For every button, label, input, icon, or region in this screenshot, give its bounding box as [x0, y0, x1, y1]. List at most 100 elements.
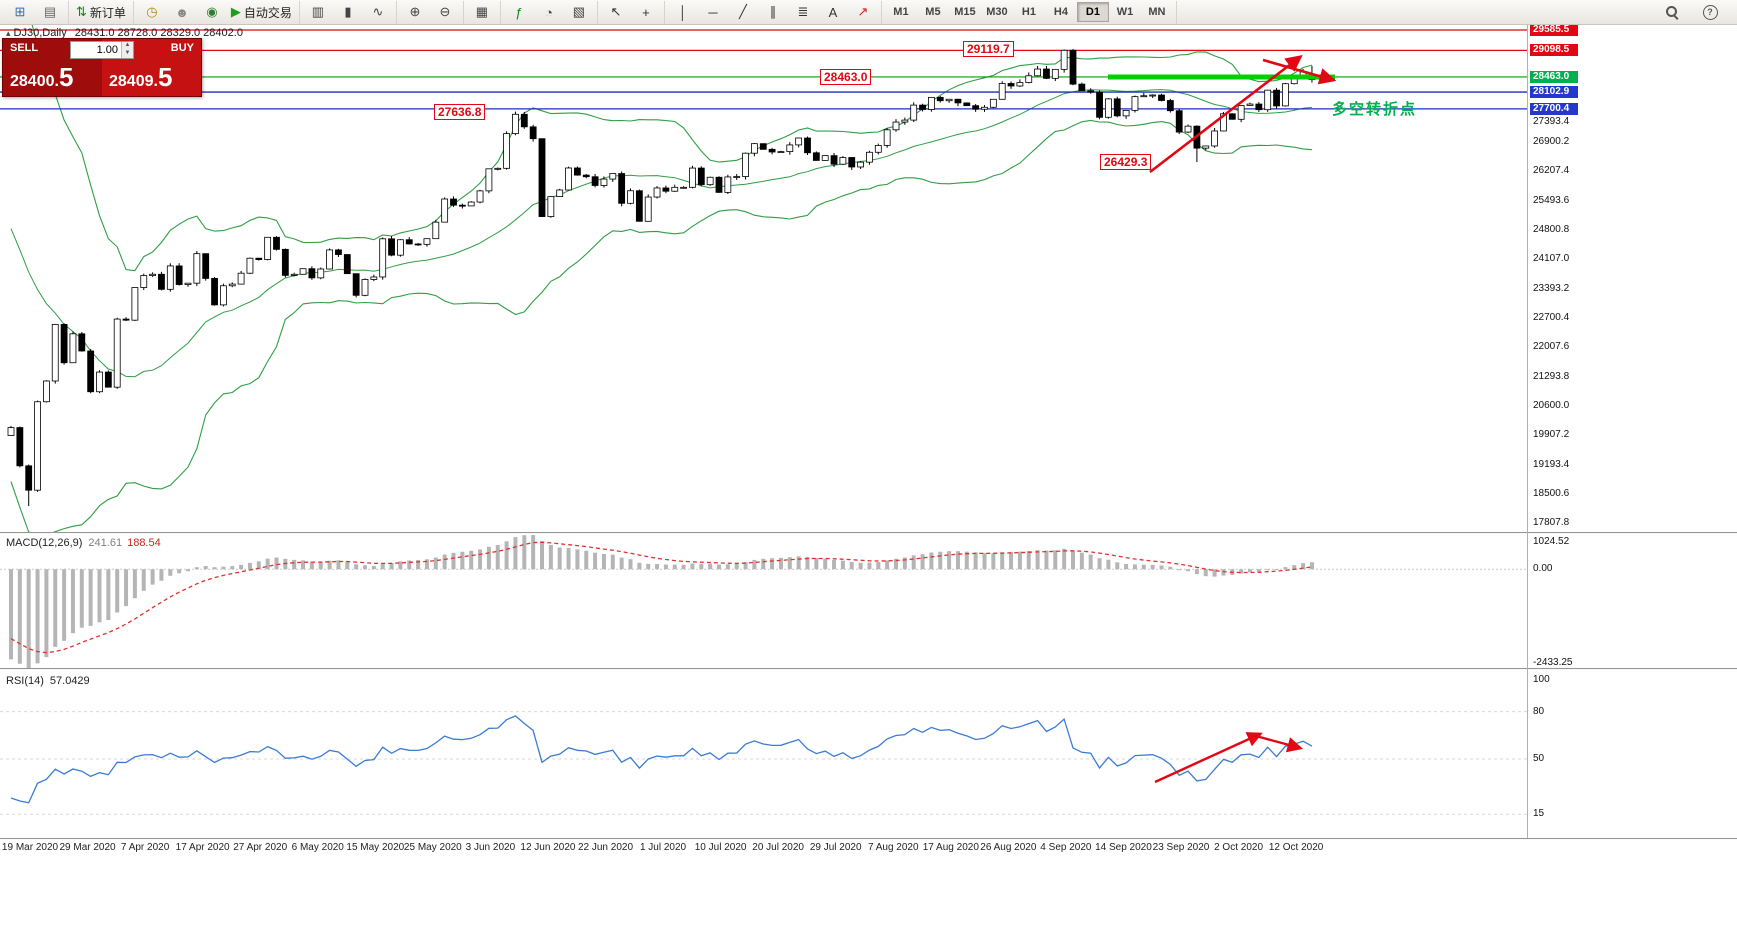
crosshair-button[interactable]: + [632, 1, 660, 23]
timeframe-group: M1 M5 M15 M30 H1 H4 D1 W1 MN [882, 0, 1177, 24]
collapse-panel-icon[interactable]: ▴ [6, 28, 11, 38]
contacts-icon: ☻ [175, 4, 189, 20]
periods-icon: ◔ [545, 4, 553, 20]
price-axis-tick: 19193.4 [1533, 458, 1570, 470]
time-axis[interactable]: 19 Mar 2020 29 Mar 2020 7 Apr 2020 17 Apr 2… [0, 841, 1527, 857]
horizontal-line-button[interactable]: ─ [699, 1, 727, 23]
bar-chart-button[interactable]: ▥ [304, 1, 332, 23]
buy-price: 28409.5 [109, 62, 173, 92]
volume-down-icon[interactable]: ▼ [122, 50, 133, 58]
timeframe-h1-button[interactable]: H1 [1021, 6, 1036, 18]
templates-button[interactable]: ▧ [565, 1, 593, 23]
time-axis-label: 26 Aug 2020 [980, 842, 1037, 853]
macd-scale-zero: 0.00 [1533, 563, 1553, 575]
arrows-tool-button[interactable]: ↗ [849, 1, 877, 23]
bar-chart-icon: ▥ [311, 4, 325, 19]
toolbar-group: ⇅ 新订单 [69, 0, 134, 24]
vertical-line-button[interactable]: │ [669, 1, 697, 23]
contacts-button[interactable]: ☻ [168, 1, 196, 23]
price-axis-tick: 21293.8 [1533, 371, 1570, 383]
trendline-button[interactable]: ╱ [729, 1, 757, 23]
timeframe-w1-button[interactable]: W1 [1116, 6, 1134, 18]
zoom-out-button[interactable]: ⊖ [431, 1, 459, 23]
text-tool-icon: A [828, 4, 838, 20]
timeframe-m30-button[interactable]: M30 [986, 6, 1008, 18]
price-axis-tick: 23393.2 [1533, 283, 1570, 295]
channel-button[interactable]: ∥ [759, 1, 787, 23]
price-axis-tick: 18500.6 [1533, 487, 1570, 499]
profiles-icon: ▤ [43, 4, 57, 19]
price-axis-tag: 27700.4 [1530, 102, 1578, 115]
play-icon: ▶ [230, 4, 241, 19]
price-axis-tick: 25493.6 [1533, 195, 1570, 207]
price-axis-border [1527, 25, 1528, 838]
sell-price: 28400.5 [10, 62, 74, 92]
timeframe-m5-button[interactable]: M5 [925, 6, 941, 18]
zoom-out-icon: ⊖ [439, 4, 451, 19]
tile-windows-button[interactable]: ▦ [468, 1, 496, 23]
price-axis-tick: 27393.4 [1533, 115, 1570, 127]
timeframe-d1-button[interactable]: D1 [1076, 2, 1109, 22]
zoom-in-button[interactable]: ⊕ [401, 1, 429, 23]
text-tool-button[interactable]: A [819, 1, 847, 23]
time-axis-label: 2 Oct 2020 [1214, 842, 1264, 853]
toolbar-group: ▦ [464, 0, 501, 24]
candlestick-button[interactable]: ▮ [334, 1, 362, 23]
horizontal-line-icon: ─ [708, 4, 718, 20]
cursor-button[interactable]: ↖ [602, 1, 630, 23]
time-axis-label: 29 Jul 2020 [809, 842, 862, 853]
time-axis-label: 7 Apr 2020 [120, 842, 170, 853]
indicators-button[interactable]: ƒ [505, 1, 533, 23]
line-chart-icon: ∿ [372, 4, 384, 19]
price-axis-tick: 24107.0 [1533, 253, 1570, 265]
line-chart-button[interactable]: ∿ [364, 1, 392, 23]
time-axis-label: 14 Sep 2020 [1095, 842, 1152, 853]
price-axis[interactable]: 27393.4 26900.2 26207.4 25493.6 24800.8 24107… [1528, 24, 1737, 838]
price-axis-tag: 29098.5 [1530, 44, 1578, 57]
search-button[interactable] [1658, 1, 1686, 23]
new-chart-icon: ⊞ [14, 4, 26, 19]
timeframe-m15-button[interactable]: M15 [954, 6, 976, 18]
new-chart-button[interactable]: ⊞ [6, 1, 34, 23]
timeframe-mn-button[interactable]: MN [1148, 6, 1166, 18]
chart-symbol-title: ▴ DJ30,Daily 28431.0 28728.0 28329.0 28402… [6, 27, 243, 39]
price-axis-tick: 26900.2 [1533, 136, 1570, 148]
indicators-icon: ƒ [515, 4, 523, 20]
community-button[interactable]: ◉ [198, 1, 226, 23]
chart-window[interactable]: ▴ DJ30,Daily 28431.0 28728.0 28329.0 28402… [0, 24, 1737, 942]
time-axis-label: 1 Jul 2020 [639, 842, 687, 853]
chart-plot-area[interactable] [0, 25, 1527, 838]
panel-divider[interactable] [0, 532, 1737, 534]
panel-divider[interactable] [0, 668, 1737, 670]
fibonacci-button[interactable]: ≣ [789, 1, 817, 23]
time-axis-label: 6 May 2020 [291, 842, 344, 853]
time-axis-label: 27 Apr 2020 [233, 842, 288, 853]
timeframe-h4-button[interactable]: H4 [1053, 6, 1068, 18]
profiles-button[interactable]: ▤ [36, 1, 64, 23]
time-axis-label: 3 Jun 2020 [465, 842, 516, 853]
price-axis-tick: 20600.0 [1533, 400, 1570, 412]
price-axis-tag: 28102.9 [1530, 86, 1578, 99]
time-axis-label: 17 Aug 2020 [922, 842, 979, 853]
price-axis-tick: 17807.8 [1533, 516, 1570, 528]
macd-indicator-label: MACD(12,26,9) 241.61 188.54 [6, 537, 161, 549]
history-center-button[interactable]: ◷ [138, 1, 166, 23]
toolbar-group: ↖ + [598, 0, 665, 24]
time-axis-label: 15 May 2020 [346, 842, 405, 853]
help-button[interactable]: ? [1696, 1, 1724, 23]
new-order-icon: ⇅ [76, 4, 87, 19]
autotrading-button[interactable]: ▶ 自动交易 [228, 1, 295, 23]
sell-label: SELL [10, 42, 39, 54]
clock-icon: ◷ [146, 4, 158, 19]
new-order-button[interactable]: ⇅ 新订单 [73, 1, 129, 23]
new-order-button-label: 新订单 [89, 5, 126, 20]
candlestick-icon: ▮ [344, 4, 352, 19]
rsi-scale-label: 80 [1533, 705, 1545, 717]
price-axis-tag: 29585.5 [1530, 24, 1578, 37]
timeframe-m1-button[interactable]: M1 [893, 6, 909, 18]
cursor-icon: ↖ [610, 4, 622, 19]
volume-up-icon[interactable]: ▲ [122, 42, 133, 50]
volume-input[interactable]: 1.00 ▲ ▼ [70, 41, 134, 59]
periods-button[interactable]: ◔ [535, 1, 563, 23]
time-axis-label: 22 Jun 2020 [577, 842, 634, 853]
